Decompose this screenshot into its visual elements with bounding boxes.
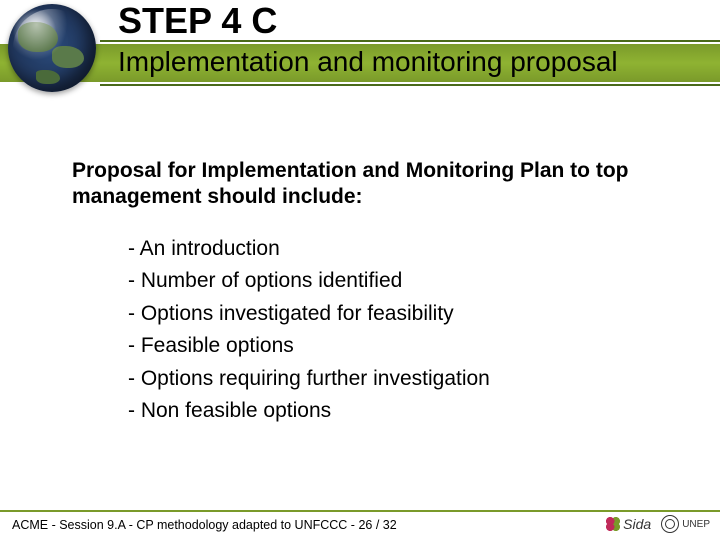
bullet-list: An introduction Number of options identi… (72, 233, 672, 428)
unep-label: UNEP (682, 519, 710, 530)
footer-logos: Sida UNEP (606, 515, 710, 533)
list-item: Options requiring further investigation (128, 363, 672, 396)
footer-text: ACME - Session 9.A - CP methodology adap… (12, 518, 397, 532)
list-item: Feasible options (128, 330, 672, 363)
list-item: Options investigated for feasibility (128, 298, 672, 331)
footer: ACME - Session 9.A - CP methodology adap… (0, 510, 720, 540)
sida-label: Sida (623, 516, 651, 532)
sida-mark-icon (606, 517, 620, 531)
content-region: Proposal for Implementation and Monitori… (72, 158, 672, 428)
step-label: STEP 4 C (118, 0, 277, 42)
sida-logo: Sida (606, 516, 651, 532)
list-item: An introduction (128, 233, 672, 266)
earth-icon (8, 4, 96, 92)
unep-mark-icon (661, 515, 679, 533)
list-item: Number of options identified (128, 265, 672, 298)
list-item: Non feasible options (128, 395, 672, 428)
intro-text: Proposal for Implementation and Monitori… (72, 158, 672, 211)
unep-logo: UNEP (661, 515, 710, 533)
slide-subtitle: Implementation and monitoring proposal (118, 46, 618, 78)
